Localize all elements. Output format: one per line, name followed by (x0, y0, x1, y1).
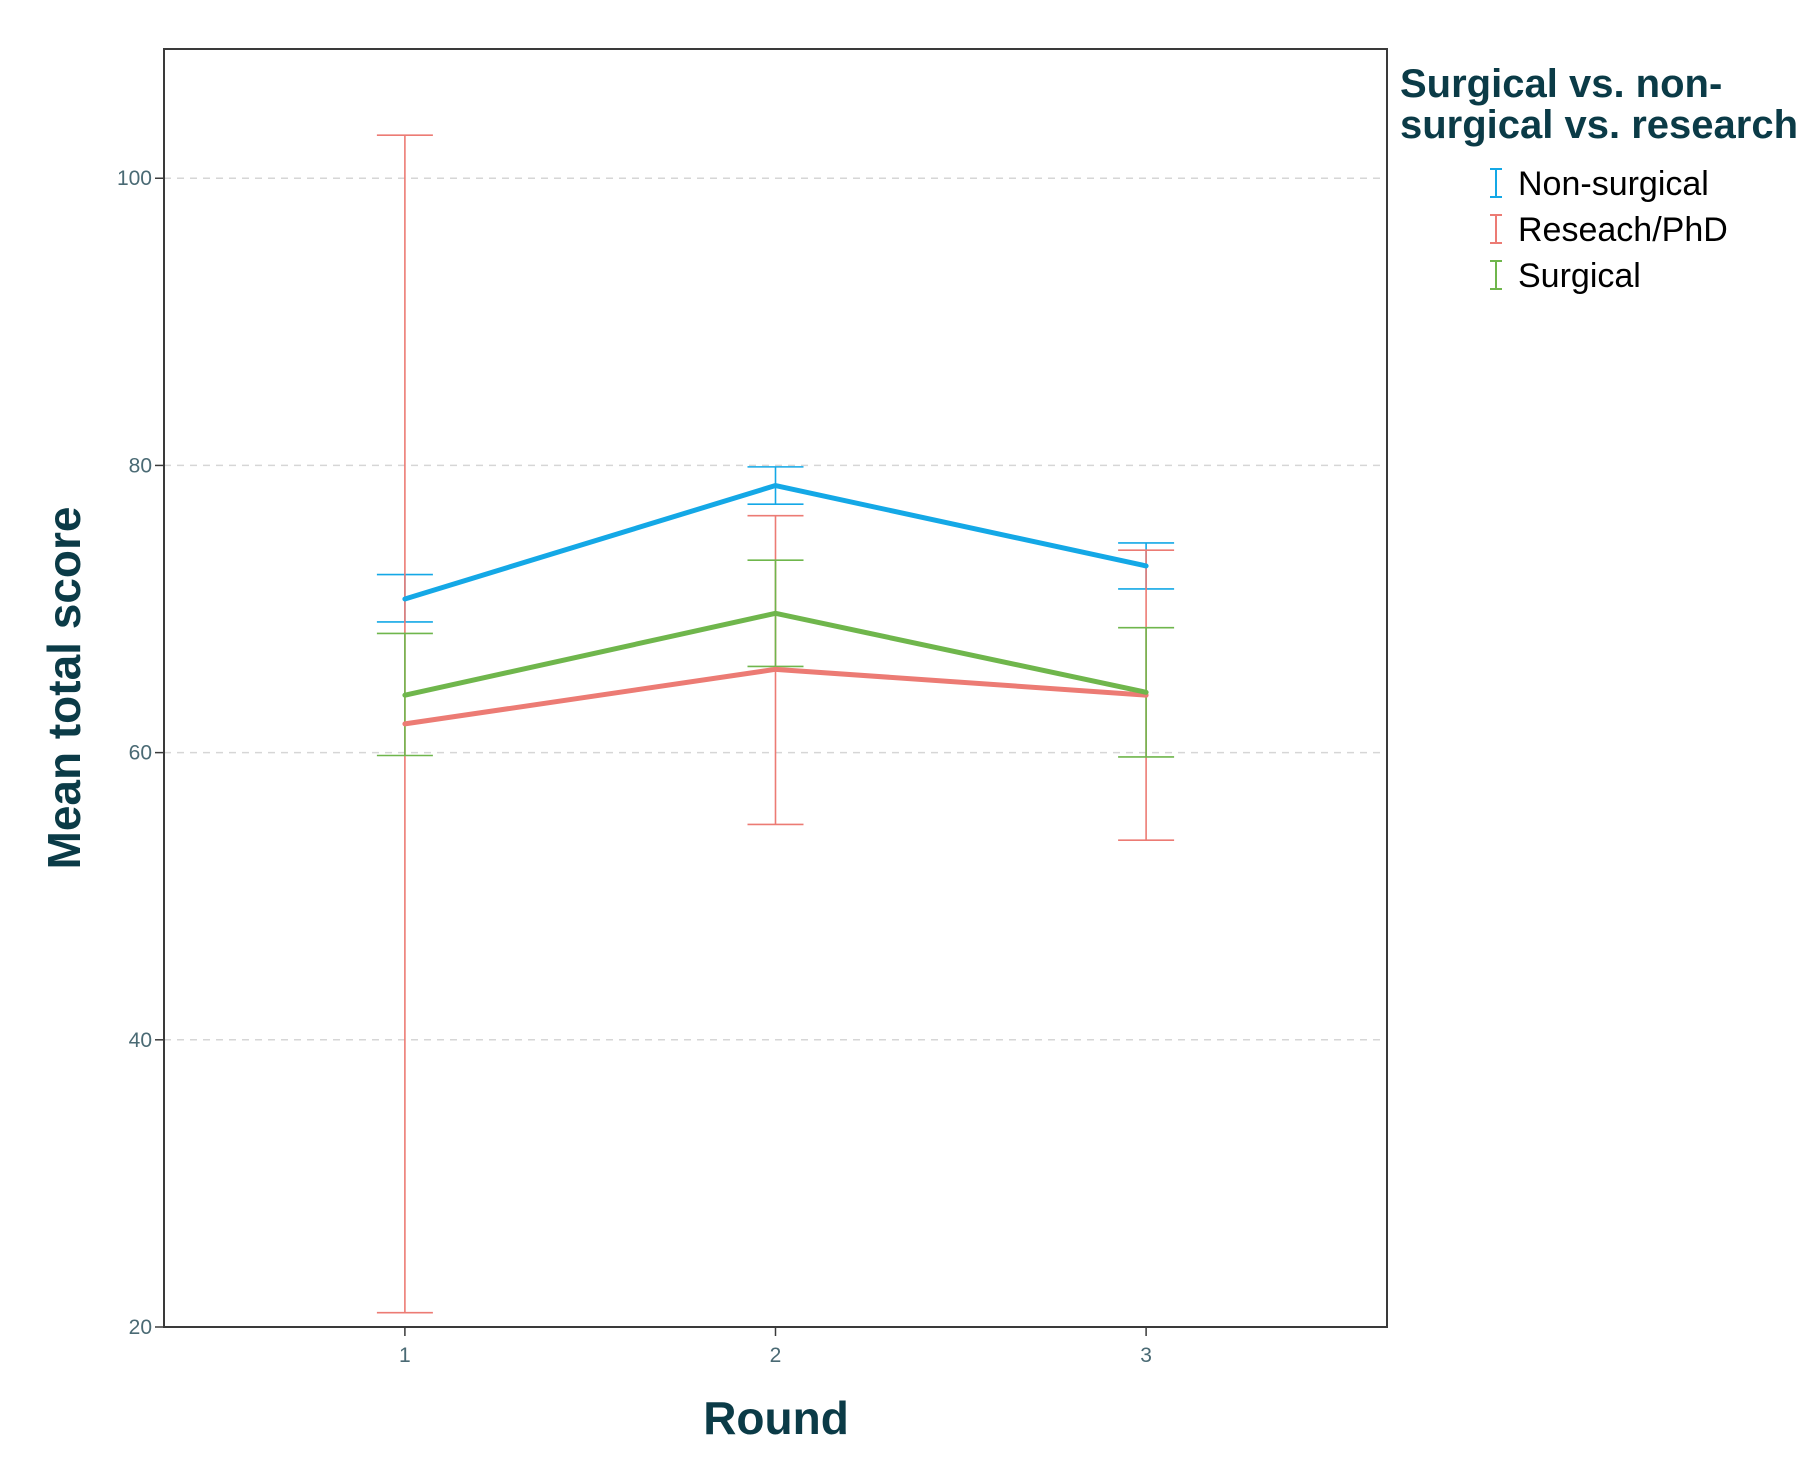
series-line-1 (402, 666, 1149, 727)
x-tick-label-2: 2 (770, 1344, 782, 1367)
y-axis-ticks: 20 40 60 80 100 (117, 167, 164, 1339)
legend-label-0: Non-surgical (1518, 165, 1709, 203)
series-1 (376, 134, 1175, 1314)
x-axis-ticks: 1 2 3 (399, 1327, 1152, 1367)
legend-label-1: Reseach/PhD (1518, 211, 1728, 249)
legend-title-line-1: Surgical vs. non- (1400, 62, 1722, 106)
y-tick-label-20: 20 (129, 1316, 152, 1339)
series-group (376, 134, 1175, 1314)
series-line-0 (402, 483, 1149, 602)
legend-title-line-2: surgical vs. research (1400, 103, 1798, 147)
x-axis-title: Round (703, 1392, 849, 1444)
legend-items: Non-surgical Reseach/PhD Surgical (1490, 165, 1728, 295)
y-tick-label-100: 100 (117, 167, 152, 190)
legend-label-2: Surgical (1518, 257, 1641, 295)
series-line-2 (402, 610, 1149, 698)
y-tick-label-60: 60 (129, 742, 152, 765)
legend-item-0: Non-surgical (1490, 165, 1709, 203)
legend-item-1: Reseach/PhD (1490, 211, 1728, 249)
y-tick-label-80: 80 (129, 454, 152, 477)
x-tick-label-3: 3 (1140, 1344, 1152, 1367)
y-axis-title: Mean total score (38, 507, 90, 870)
y-tick-label-40: 40 (129, 1029, 152, 1052)
legend: Surgical vs. non- surgical vs. research … (1400, 62, 1798, 295)
legend-item-2: Surgical (1490, 257, 1641, 295)
x-tick-label-1: 1 (399, 1344, 411, 1367)
